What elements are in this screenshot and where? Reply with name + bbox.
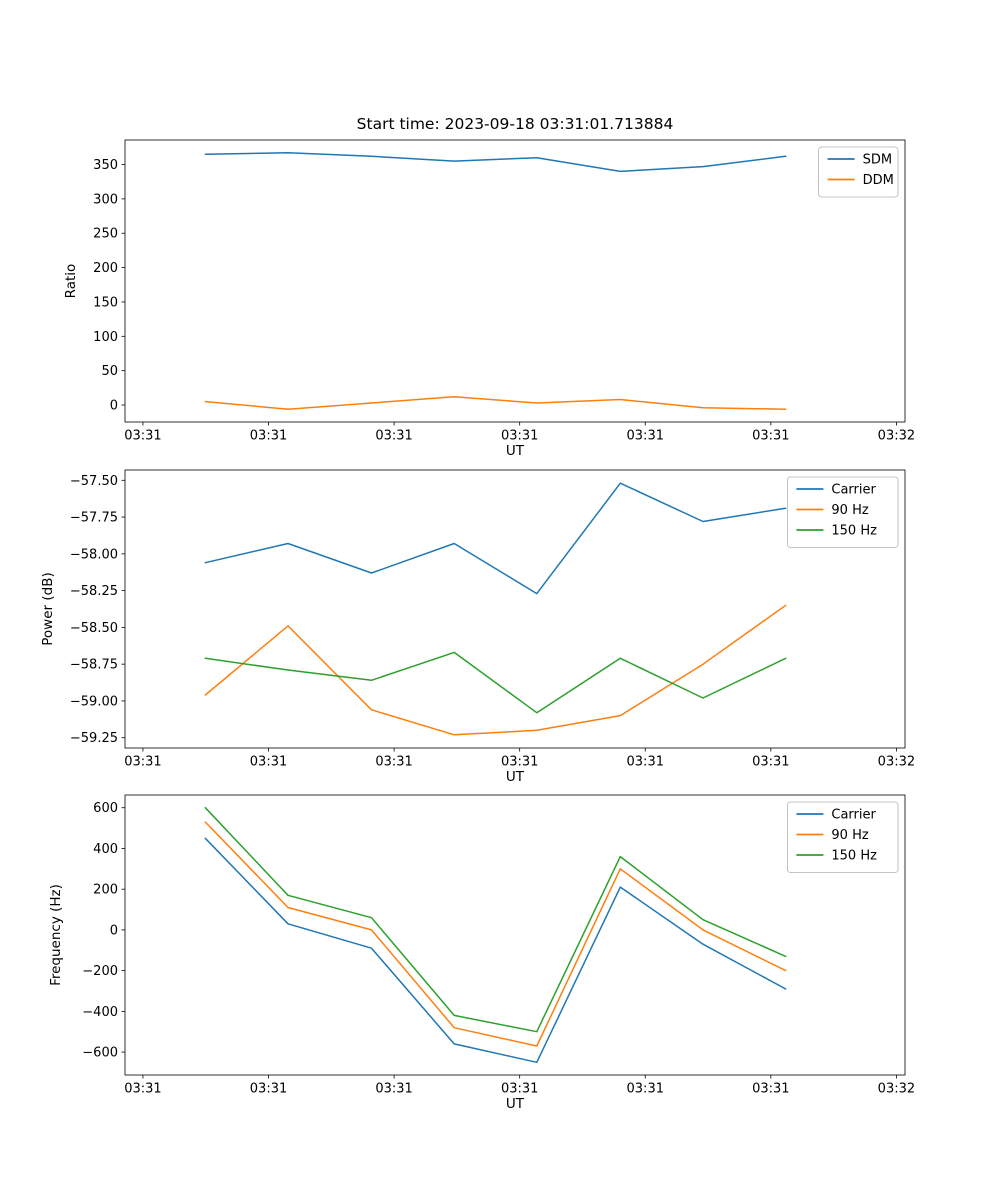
y-tick-label: 200 (93, 261, 118, 276)
y-tick-label: −200 (82, 964, 118, 979)
y-tick-label: 0 (110, 923, 118, 938)
axes-frame (124, 469, 906, 749)
subplot-2: −59.25 −59.00 −58.75 −58.50 −58.25 −58.00 −57.… (40, 469, 915, 785)
y-tick-label: 400 (93, 842, 118, 857)
y-axis-label: Frequency (Hz) (48, 884, 64, 986)
x-tick-label: 03:32 (878, 1082, 915, 1097)
y-tick-label: −58.50 (70, 621, 118, 636)
series-line-90-hz (204, 821, 787, 1047)
series-line-sdm (204, 152, 787, 173)
legend: Carrier 90 Hz 150 Hz (787, 476, 899, 548)
x-tick-label: 03:31 (752, 1082, 789, 1097)
x-tick-label: 03:31 (627, 755, 664, 770)
x-tick-label: 03:31 (752, 755, 789, 770)
x-tick-label: 03:31 (501, 755, 538, 770)
series-line-carrier (204, 837, 787, 1064)
x-tick-label: 03:31 (752, 429, 789, 444)
x-tick-label: 03:31 (124, 429, 161, 444)
series-line-carrier (204, 482, 787, 595)
y-tick-label: 300 (93, 192, 118, 207)
x-tick-label: 03:31 (250, 429, 287, 444)
x-tick-label: 03:31 (250, 755, 287, 770)
legend-label: Carrier (831, 808, 876, 823)
y-tick-label: −58.25 (70, 584, 118, 599)
series-line-90-hz (204, 604, 787, 736)
subplot-3: −600 −400 −200 0 200 400 600 03:31 03:31 03:31 03:… (48, 794, 915, 1112)
subplot-1: Start time: 2023-09-18 03:31:01.713884 0 5… (63, 115, 915, 459)
legend-label: 90 Hz (831, 828, 868, 843)
y-tick-label: −58.00 (70, 547, 118, 562)
y-tick-label: 0 (110, 399, 118, 414)
x-axis-label: UT (506, 443, 525, 459)
y-tick-label: −57.50 (70, 474, 118, 489)
x-tick-label: 03:32 (878, 429, 915, 444)
x-axis-label: UT (506, 1096, 525, 1112)
y-tick-label: 150 (93, 295, 118, 310)
series-line-150-hz (204, 806, 787, 1033)
y-axis-label: Power (dB) (40, 572, 56, 645)
y-tick-label: 600 (93, 801, 118, 816)
y-tick-label: −59.00 (70, 694, 118, 709)
y-tick-label: −600 (82, 1046, 118, 1061)
y-tick-label: 350 (93, 158, 118, 173)
legend-label: DDM (863, 173, 894, 188)
y-tick-label: −57.75 (70, 511, 118, 526)
legend-label: SDM (863, 153, 892, 168)
x-axis-label: UT (506, 769, 525, 785)
x-tick-label: 03:31 (375, 429, 412, 444)
series-line-150-hz (204, 651, 787, 714)
axes-frame (124, 139, 906, 423)
x-tick-label: 03:32 (878, 755, 915, 770)
x-tick-label: 03:31 (375, 755, 412, 770)
x-tick-label: 03:31 (627, 429, 664, 444)
series-line-ddm (204, 396, 787, 410)
y-tick-label: −59.25 (70, 731, 118, 746)
y-tick-label: −400 (82, 1005, 118, 1020)
legend-label: 150 Hz (831, 524, 877, 539)
y-tick-label: 200 (93, 883, 118, 898)
x-tick-label: 03:31 (501, 429, 538, 444)
y-tick-label: 250 (93, 227, 118, 242)
x-tick-label: 03:31 (250, 1082, 287, 1097)
x-tick-label: 03:31 (124, 755, 161, 770)
axes-frame (124, 794, 906, 1076)
x-tick-label: 03:31 (501, 1082, 538, 1097)
x-tick-label: 03:31 (124, 1082, 161, 1097)
legend: SDM DDM (818, 146, 899, 198)
legend-label: 150 Hz (831, 849, 877, 864)
chart-title: Start time: 2023-09-18 03:31:01.713884 (357, 115, 674, 133)
y-tick-label: 100 (93, 330, 118, 345)
legend-label: 90 Hz (831, 503, 868, 518)
x-tick-label: 03:31 (627, 1082, 664, 1097)
x-tick-label: 03:31 (375, 1082, 412, 1097)
y-tick-label: 50 (101, 364, 118, 379)
legend: Carrier 90 Hz 150 Hz (787, 801, 899, 873)
y-axis-label: Ratio (63, 264, 79, 299)
legend-label: Carrier (831, 483, 876, 498)
y-tick-label: −58.75 (70, 658, 118, 673)
